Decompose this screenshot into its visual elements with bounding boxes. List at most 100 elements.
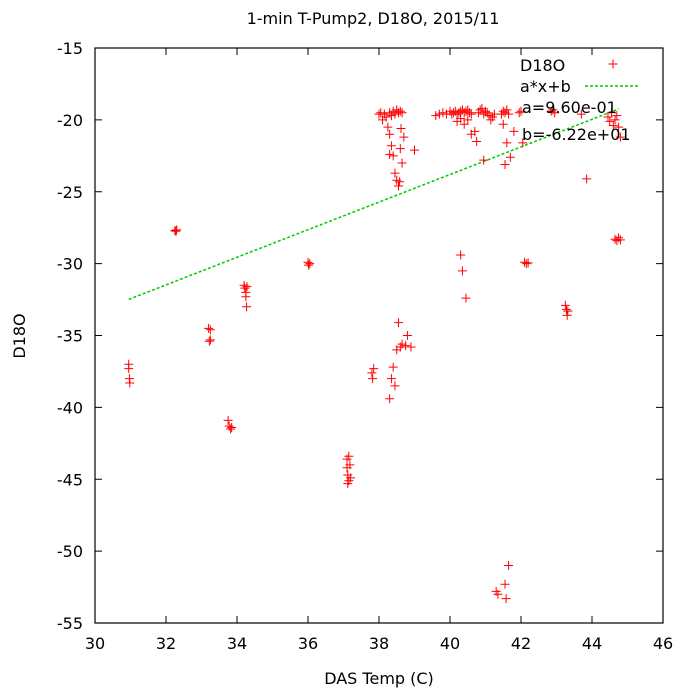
y-tick-label: -45 [57, 470, 83, 489]
data-point-137 [562, 310, 572, 320]
data-point-60 [385, 149, 395, 159]
y-tick-label: -35 [57, 327, 83, 346]
data-point-118 [514, 108, 524, 118]
data-point-19 [242, 302, 252, 312]
data-point-66 [394, 318, 404, 328]
data-point-61 [385, 394, 395, 404]
data-point-107 [479, 155, 489, 165]
data-point-142 [605, 116, 615, 126]
data-point-3 [125, 378, 135, 388]
legend-marker-d18o [608, 59, 618, 69]
data-point-105 [466, 129, 476, 139]
data-point-129 [500, 579, 510, 589]
data-point-93 [463, 115, 473, 125]
data-point-123 [461, 293, 471, 303]
data-point-149 [610, 234, 620, 244]
data-point-22 [304, 260, 314, 270]
data-point-42 [386, 111, 396, 121]
data-point-29 [345, 460, 355, 470]
y-axis: -15 -20 -25 -30 -35 -40 -45 -50 -55 [57, 39, 663, 633]
data-point-144 [608, 121, 618, 131]
legend-label-d18o: D18O [520, 56, 565, 75]
data-point-109 [498, 106, 508, 116]
x-tick-label: 38 [369, 634, 389, 653]
data-point-31 [343, 479, 353, 489]
x-axis-label: DAS Temp (C) [324, 669, 434, 688]
data-point-119 [516, 106, 526, 116]
data-point-135 [560, 300, 570, 310]
y-tick-label: -30 [57, 255, 83, 274]
data-point-40 [383, 122, 393, 132]
y-tick-label: -15 [57, 39, 83, 58]
data-point-145 [610, 115, 620, 125]
y-tick-label: -50 [57, 542, 83, 561]
data-point-10 [205, 335, 215, 345]
data-point-132 [546, 106, 556, 116]
data-point-23 [305, 259, 315, 269]
data-point-6 [172, 225, 182, 235]
annotation-b: b=-6.22e+01 [522, 125, 631, 144]
data-point-71 [406, 342, 416, 352]
data-point-39 [381, 112, 391, 122]
data-point-58 [396, 124, 406, 133]
data-point-130 [504, 561, 514, 570]
data-point-138 [563, 306, 573, 316]
data-point-131 [501, 594, 511, 604]
data-point-54 [394, 181, 404, 191]
data-point-113 [498, 119, 508, 129]
data-point-64 [390, 381, 400, 391]
data-point-8 [204, 336, 214, 346]
data-point-18 [241, 292, 251, 302]
data-point-116 [500, 159, 510, 169]
y-tick-label: -40 [57, 398, 83, 417]
data-point-128 [493, 589, 503, 599]
data-point-121 [456, 250, 466, 260]
data-point-55 [395, 144, 405, 154]
x-tick-label: 32 [156, 634, 176, 653]
data-point-16 [240, 283, 250, 293]
data-point-11 [223, 415, 233, 425]
data-point-92 [459, 119, 469, 129]
data-point-134 [550, 108, 560, 118]
legend: D18O a*x+b a=9.60e-01 b=-6.22e+01 [520, 56, 640, 144]
legend-label-fit: a*x+b [520, 77, 571, 96]
data-point-51 [388, 151, 398, 161]
data-point-140 [582, 174, 592, 184]
data-point-68 [397, 339, 407, 349]
data-point-152 [615, 235, 625, 245]
data-point-72 [410, 145, 419, 155]
data-point-49 [385, 129, 395, 139]
data-point-101 [484, 111, 494, 121]
data-point-148 [615, 132, 625, 142]
x-tick-label: 40 [440, 634, 460, 653]
data-point-52 [390, 168, 400, 178]
x-tick-label: 30 [85, 634, 105, 653]
x-axis: 30 32 34 36 38 40 42 44 46 [85, 48, 673, 653]
data-points [124, 103, 625, 604]
data-point-136 [561, 305, 571, 315]
data-point-30 [346, 473, 356, 483]
x-tick-label: 46 [653, 634, 673, 653]
data-point-13 [226, 424, 236, 434]
data-point-122 [457, 266, 467, 276]
x-tick-label: 42 [511, 634, 531, 653]
data-point-75 [438, 108, 448, 118]
data-point-147 [614, 122, 624, 132]
data-point-7 [204, 323, 214, 333]
data-point-91 [456, 113, 466, 123]
data-point-112 [504, 109, 514, 119]
y-tick-label: -25 [57, 183, 83, 202]
data-point-88 [465, 108, 475, 118]
data-point-139 [576, 109, 586, 119]
data-point-117 [509, 126, 519, 136]
data-point-1 [124, 364, 134, 374]
data-point-111 [502, 105, 512, 115]
data-point-146 [612, 111, 622, 121]
x-tick-label: 36 [298, 634, 318, 653]
y-tick-label: -20 [57, 111, 83, 130]
x-tick-label: 44 [582, 634, 602, 653]
data-point-5 [171, 226, 181, 236]
annotation-a: a=9.60e-01 [522, 98, 617, 117]
data-point-48 [397, 108, 407, 118]
data-point-89 [466, 109, 476, 119]
